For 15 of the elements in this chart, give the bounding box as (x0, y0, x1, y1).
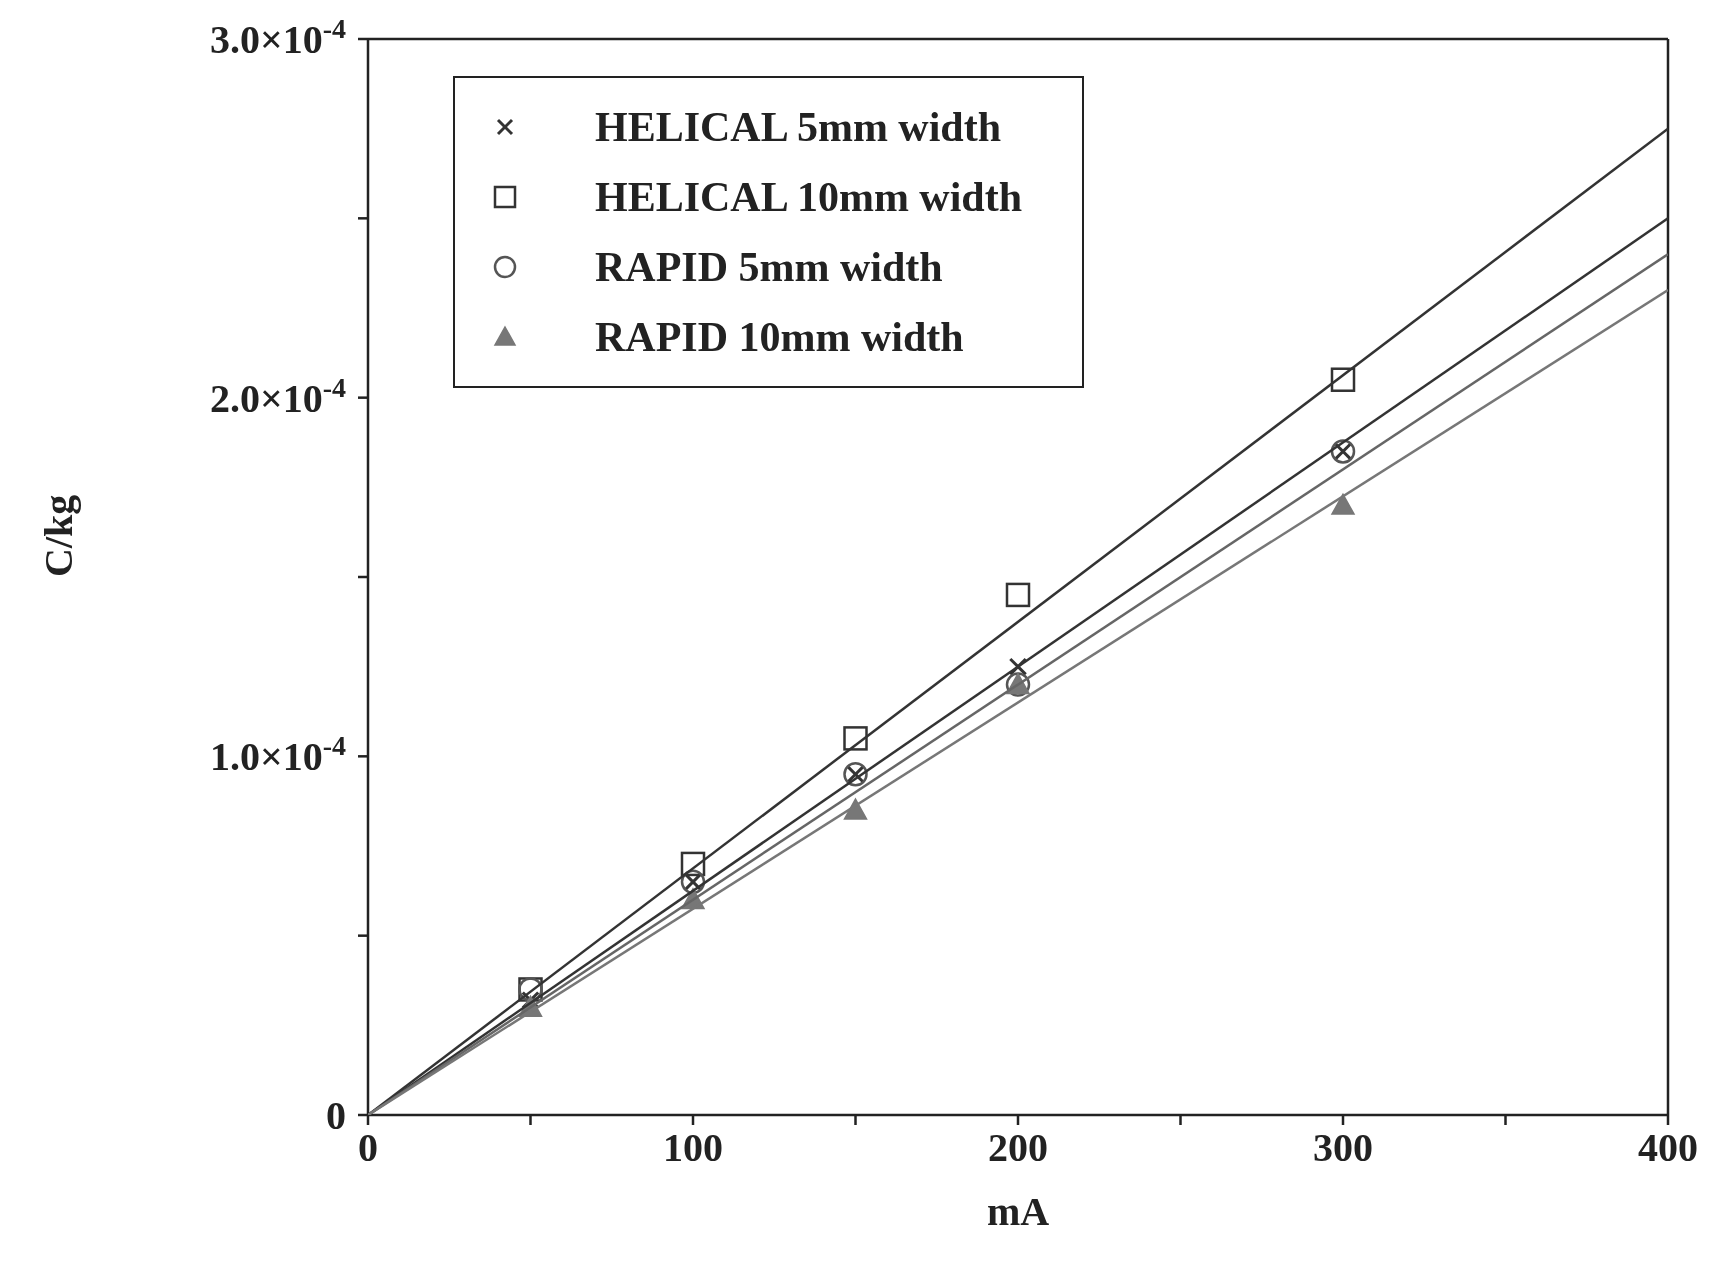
y-tick-label: 3.0×10$^{-4}$ (209, 12, 346, 62)
legend-label: HELICAL 5mm width (595, 103, 1002, 151)
x-axis-title: mA (986, 1189, 1050, 1234)
y-axis-title: C/kg (36, 494, 82, 577)
legend-label: RAPID 10mm width (595, 313, 964, 361)
legend-label: RAPID 5mm width (595, 243, 943, 291)
y-tick-label: 0 (326, 1093, 346, 1138)
x-tick-label: 400 (1638, 1125, 1698, 1171)
legend-label: HELICAL 10mm width (595, 173, 1023, 221)
y-tick-label: 1.0×10$^{-4}$ (209, 729, 346, 780)
x-tick-label: 300 (1313, 1125, 1373, 1171)
x-tick-label: 100 (663, 1125, 723, 1171)
y-tick-label: 2.0×10$^{-4}$ (209, 371, 346, 421)
x-tick-label: 200 (988, 1125, 1048, 1171)
x-tick-label: 0 (358, 1125, 378, 1171)
